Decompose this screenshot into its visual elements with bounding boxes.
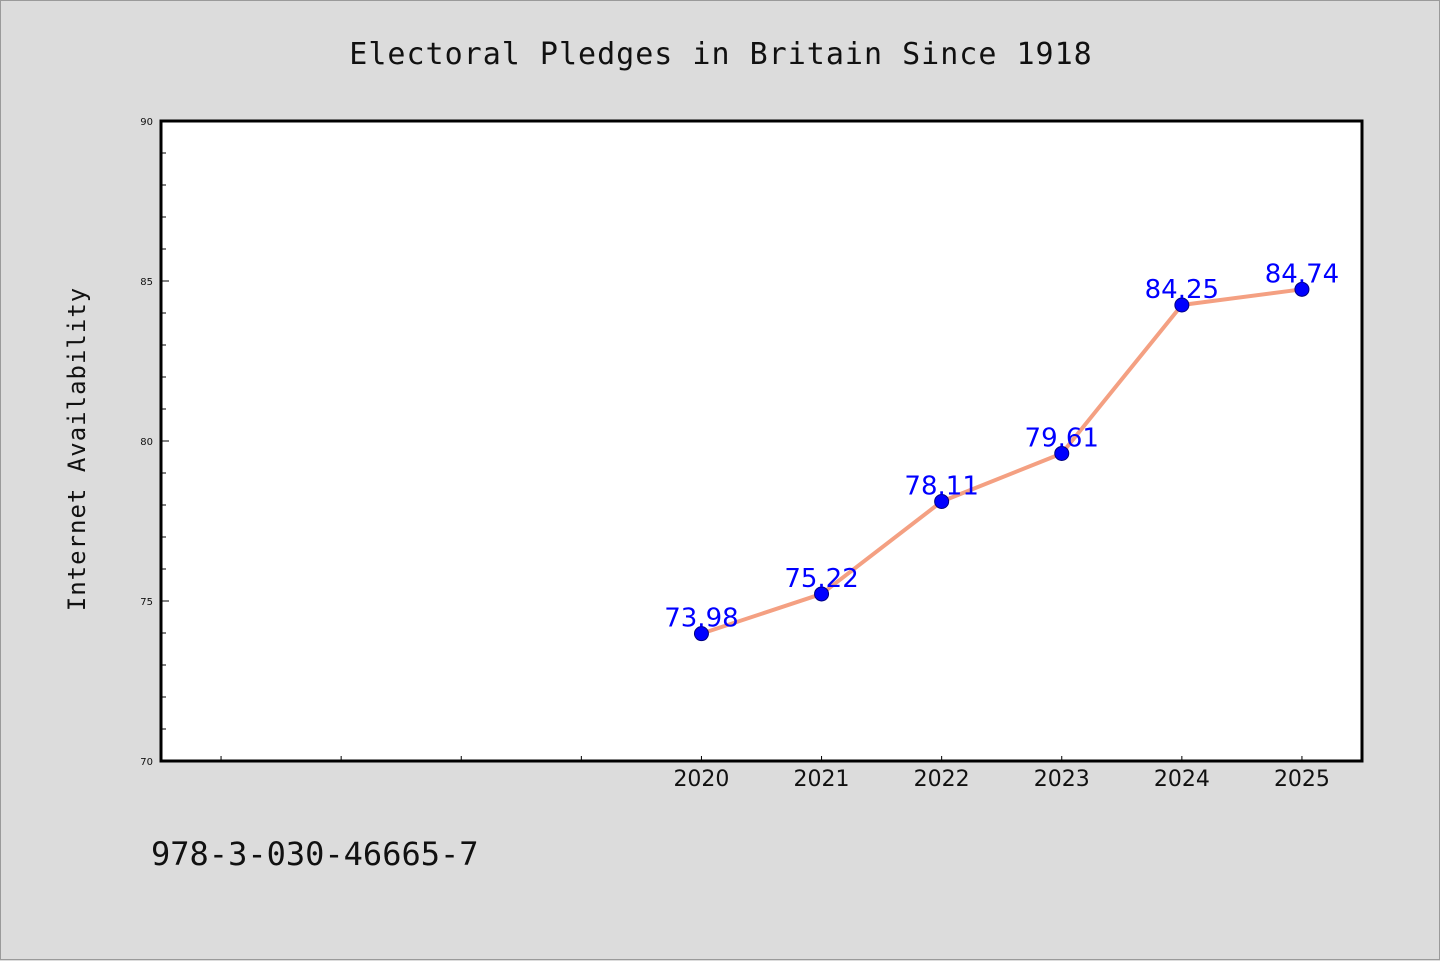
data-label: 84.74 [1265,259,1339,289]
data-label: 79.61 [1025,423,1099,453]
isbn-footer: 978-3-030-46665-7 [151,835,479,873]
x-axis: 2020 2021 2022 2023 2024 2025 [220,756,1330,792]
x-tick-label: 2022 [914,767,970,792]
chart-title: Electoral Pledges in Britain Since 1918 [349,37,1092,72]
x-tick-label: 2024 [1154,767,1210,792]
x-tick-label: 2021 [794,767,850,792]
y-tick-label: 80 [140,437,153,448]
data-label: 73.98 [664,604,738,634]
y-axis-label: Internet Availability [63,287,91,611]
data-point [1174,297,1190,313]
data-point [693,626,709,642]
data-point [1054,445,1070,461]
data-label: 75.22 [784,564,858,594]
data-point [814,586,830,602]
data-label: 78.11 [904,471,978,501]
data-point [1294,281,1310,297]
series-line [700,287,1303,636]
series-layer: 73.98 75.22 78.11 79.61 84.25 84.74 [664,259,1339,642]
y-axis: 70 75 80 85 90 [140,117,169,768]
y-tick-label: 85 [140,277,153,288]
y-tick-label: 75 [140,597,153,608]
x-tick-label: 2020 [673,767,729,792]
data-point [934,493,950,509]
x-tick-label: 2023 [1034,767,1090,792]
y-tick-label: 70 [140,757,153,768]
y-tick-label: 90 [140,117,153,128]
data-label: 84.25 [1145,275,1219,305]
x-tick-label: 2025 [1274,767,1330,792]
plot-area [159,119,1364,763]
